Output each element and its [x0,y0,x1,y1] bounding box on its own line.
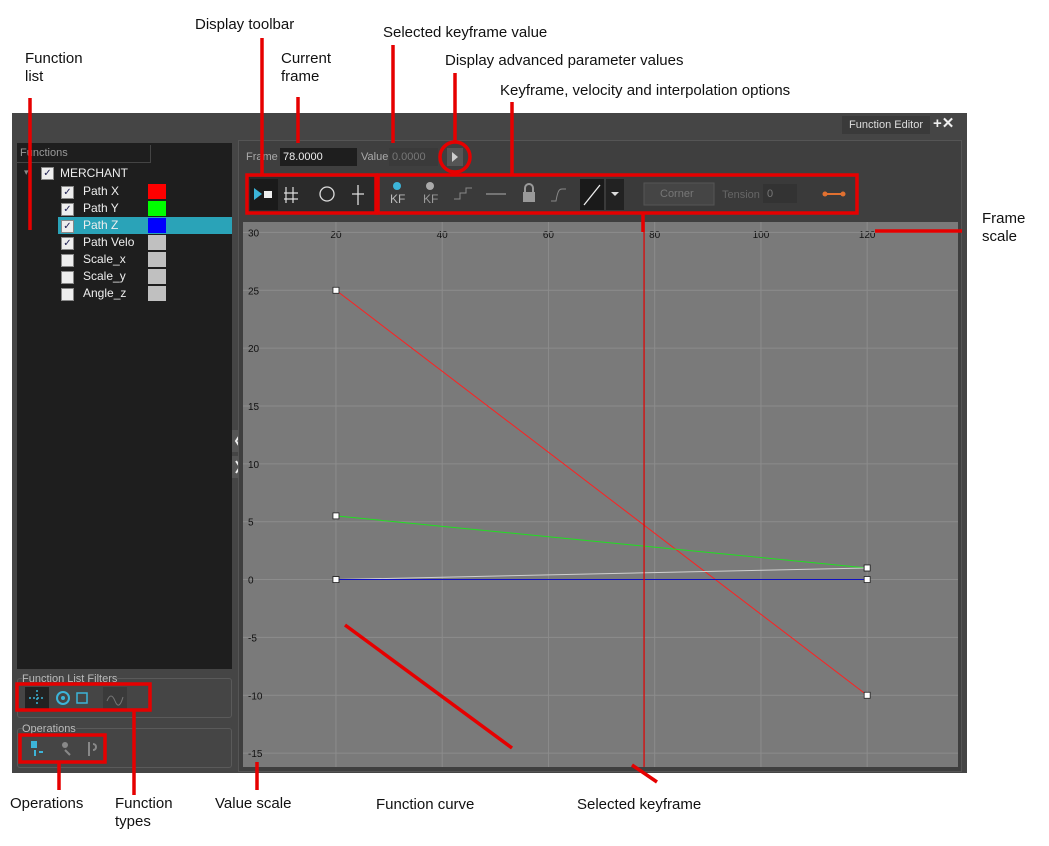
keyframe [863,564,871,572]
color-swatch [148,184,166,199]
tree-arrow[interactable]: ▾ [24,167,29,177]
color-swatch [148,218,166,233]
checkbox[interactable] [61,254,74,267]
filters-title: Function List Filters [22,673,118,685]
tool-button[interactable] [523,192,535,202]
checkbox[interactable]: ✓ [61,220,74,233]
checkbox[interactable]: ✓ [61,203,74,216]
keyframe [332,286,340,294]
checkbox[interactable]: ✓ [41,167,54,180]
operation-icons [31,741,97,756]
value-tick-label: 15 [248,402,260,413]
kf-label: KF [423,192,439,206]
row-highlight[interactable] [58,217,232,234]
value-tick-label: 30 [248,228,260,239]
checkbox[interactable]: ✓ [61,237,74,250]
keyframe [863,691,871,699]
annotation-label: Function curve [376,796,475,813]
color-swatch [148,235,166,250]
filter-button[interactable] [76,692,88,704]
value-tick-label: 0 [248,576,254,587]
annotation-label: Frame scale [982,210,1026,245]
operations-box [17,728,232,768]
color-swatch [148,252,166,267]
tree-label[interactable]: Path Z [83,218,119,232]
annotation-label: Function list [25,50,83,85]
value-label: Value [361,151,389,163]
color-swatch [148,201,166,216]
keyframe [863,576,871,583]
tree-label[interactable]: Path Velo [83,235,135,249]
operation-button[interactable] [62,742,68,748]
functions-header: Functions [17,145,151,163]
tab-buttons[interactable]: +✕ [933,115,955,132]
function-curve [335,289,868,696]
operation-button[interactable] [31,741,37,748]
tool-button[interactable] [426,182,434,190]
value-tick-label: 25 [248,286,260,297]
function-curve [335,515,868,569]
value-tick-label: -15 [248,749,263,760]
frame-tick-label: 40 [437,230,449,241]
keyframe [332,512,340,520]
value-tick-label: -10 [248,691,263,702]
annotation-label: Selected keyframe value [383,24,548,41]
annotation-label: Selected keyframe [577,796,702,813]
frame-field[interactable]: 78.0000 [280,148,357,166]
window-tab[interactable]: Function Editor [842,116,930,134]
function-graph[interactable]: 20 40 60 80 100 120 30 25 20 15 10 5 0 -5 -10 -15 [243,222,958,767]
annotation-label: Keyframe, velocity and interpolation opt… [500,82,791,99]
tree-label[interactable]: Scale_y [83,269,126,283]
checkbox[interactable] [61,288,74,301]
icon [61,696,65,700]
value-tick-label: -5 [248,633,257,644]
frame-tick-label: 80 [649,230,661,241]
frame-tick-label: 60 [543,230,555,241]
tool-button[interactable] [393,182,401,190]
tension-label: Tension [722,189,760,201]
keyframe [332,576,340,583]
tree-label: MERCHANT [60,166,128,180]
frame-tick-label: 100 [753,230,770,241]
operation-button[interactable] [88,742,97,756]
tree-label[interactable]: Scale_x [83,252,126,266]
interpolation-value: Corner [660,188,694,200]
annotation-label: Display toolbar [195,16,295,33]
checkbox[interactable]: ✓ [61,186,74,199]
value-tick-label: 20 [248,344,260,355]
annotation-label: Value scale [215,795,292,812]
tree-label[interactable]: Path X [83,184,120,198]
annotation-label: Operations [10,795,84,812]
frame-label: Frame [246,151,278,163]
tree-label[interactable]: Angle_z [83,286,127,300]
function-curve [335,567,868,581]
checkbox[interactable] [61,271,74,284]
annotation-label: Function types [115,795,173,830]
filter-icons [25,687,127,709]
frame-tick-label: 20 [330,230,342,241]
annotation-label: Current frame [281,50,332,85]
value-tick-label: 10 [248,460,260,471]
filter-button[interactable] [103,687,127,709]
frame-tick-label: 120 [859,230,876,241]
tension-value: 0 [767,188,774,200]
color-swatch [148,286,166,301]
operations-title: Operations [22,723,76,735]
kf-label: KF [390,192,406,206]
color-swatch [148,269,166,284]
tree-label[interactable]: Path Y [83,201,119,215]
value-field[interactable]: 0.0000 [389,148,438,166]
value-tick-label: 5 [248,518,254,529]
icon [34,750,43,756]
advanced-button[interactable] [445,147,465,167]
annotation-label: Display advanced parameter values [445,52,684,69]
icon [64,749,71,756]
